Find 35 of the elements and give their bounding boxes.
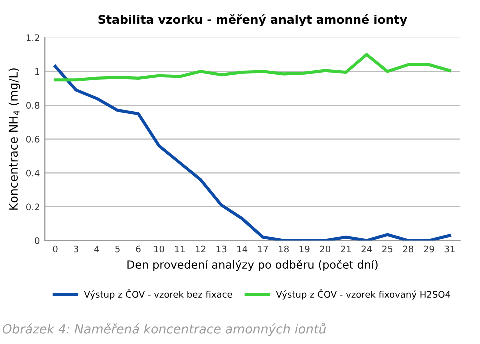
x-tick-label: 14 [238, 246, 248, 253]
x-tick-label: 12 [196, 246, 206, 253]
x-tick-label: 11 [175, 246, 185, 253]
legend-label: Výstup z ČOV - vzorek fixovaný H2SO4 [276, 290, 450, 300]
x-tick-label: 0 [53, 246, 58, 253]
x-tick-label: 31 [444, 246, 455, 253]
x-tick-label: 4 [94, 246, 100, 253]
x-tick-label: 25 [382, 246, 393, 253]
x-tick-label: 21 [341, 246, 352, 253]
chart-title: Stabilita vzorku - měřený analyt amonné ionty [98, 14, 408, 26]
y-tick-label: 0.6 [26, 136, 40, 143]
x-tick-label: 6 [136, 246, 141, 253]
x-tick-label: 17 [258, 246, 268, 253]
x-tick-label: 18 [279, 246, 289, 253]
x-tick-label: 28 [403, 246, 414, 253]
text: Obrázek 4: Naměřená koncentrace amonných iontů [2, 322, 326, 336]
line-series [54, 53, 452, 82]
y-tick-label: 1.2 [26, 34, 40, 42]
x-tick-label: 10 [154, 246, 164, 253]
y-tick-label: 0.4 [26, 170, 40, 177]
x-tick-label: 3 [74, 246, 78, 253]
y-tick-label: 0 [35, 238, 40, 244]
y-tick-label: 0.2 [26, 204, 40, 211]
x-tick-label: 5 [116, 246, 120, 253]
y-tick-label: 1 [36, 68, 40, 76]
legend-label: Výstup z ČOV - vzorek bez fixace [84, 290, 232, 300]
y-axis-title: Koncentrace NH$_{4}$ (mg/L) [8, 68, 20, 210]
x-tick-label: 13 [216, 246, 227, 253]
x-axis-title: Den provedení analýzy po odběru (počet dní) [128, 260, 378, 272]
line-series [54, 65, 452, 241]
x-tick-label: 19 [300, 246, 310, 253]
y-tick-label: 0.8 [26, 102, 40, 110]
x-tick-label: 20 [320, 246, 331, 253]
x-tick-label: 29 [424, 246, 434, 253]
x-tick-label: 24 [362, 246, 372, 253]
